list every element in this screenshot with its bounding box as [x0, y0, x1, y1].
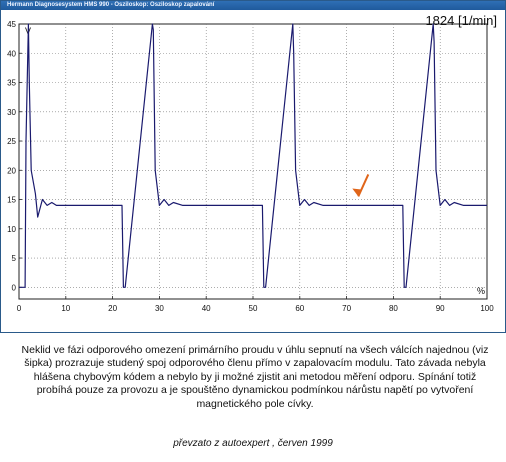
- x-tick-label: 20: [108, 304, 117, 313]
- oscilloscope-window: Hermann Diagnosesystem HMS 990 - Oszilos…: [0, 0, 506, 333]
- y-tick-label: 5: [12, 254, 17, 263]
- x-tick-label: 80: [389, 304, 398, 313]
- figure-source: převzato z autoexpert , červen 1999: [173, 438, 333, 449]
- y-tick-label: 45: [7, 20, 16, 29]
- x-tick-label: 40: [202, 304, 211, 313]
- window-title: Hermann Diagnosesystem HMS 990 - Oszilos…: [7, 2, 215, 8]
- annotation-arrow-shaft: [357, 174, 370, 197]
- rpm-readout: 1824 [1/min]: [425, 13, 497, 28]
- figure-caption: Neklid ve fázi odporového omezení primár…: [18, 344, 492, 411]
- window-titlebar[interactable]: Hermann Diagnosesystem HMS 990 - Oszilos…: [1, 1, 505, 10]
- x-tick-label: 90: [436, 304, 445, 313]
- y-tick-label: 0: [12, 283, 17, 292]
- x-tick-label: 60: [295, 304, 304, 313]
- y-tick-label: 35: [7, 79, 16, 88]
- x-axis-label: %: [477, 286, 485, 296]
- y-tick-label: 20: [7, 166, 16, 175]
- caption-text: Neklid ve fázi odporového omezení primár…: [21, 344, 489, 410]
- series-line-0: [19, 23, 487, 288]
- y-tick-label: 30: [7, 108, 16, 117]
- x-tick-label: 100: [480, 304, 494, 313]
- x-tick-label: 10: [61, 304, 70, 313]
- annotation-arrow-head: [352, 188, 362, 197]
- x-tick-label: 0: [17, 304, 22, 313]
- oscilloscope-chart: 0 5 10 15 20 25 30 35 40 45 0 10 20 30 40 50 60 70 80 90 100…: [1, 10, 505, 332]
- y-tick-label: 15: [7, 196, 16, 205]
- x-tick-label: 50: [249, 304, 258, 313]
- x-tick-label: 30: [155, 304, 164, 313]
- oscilloscope-chart-svg: 0 5 10 15 20 25 30 35 40 45 0 10 20 30 40 50 60 70 80 90 100…: [7, 20, 494, 313]
- y-tick-label: 10: [7, 225, 16, 234]
- y-tick-label: 25: [7, 137, 16, 146]
- x-tick-label: 70: [342, 304, 351, 313]
- y-tick-label: 40: [7, 49, 16, 58]
